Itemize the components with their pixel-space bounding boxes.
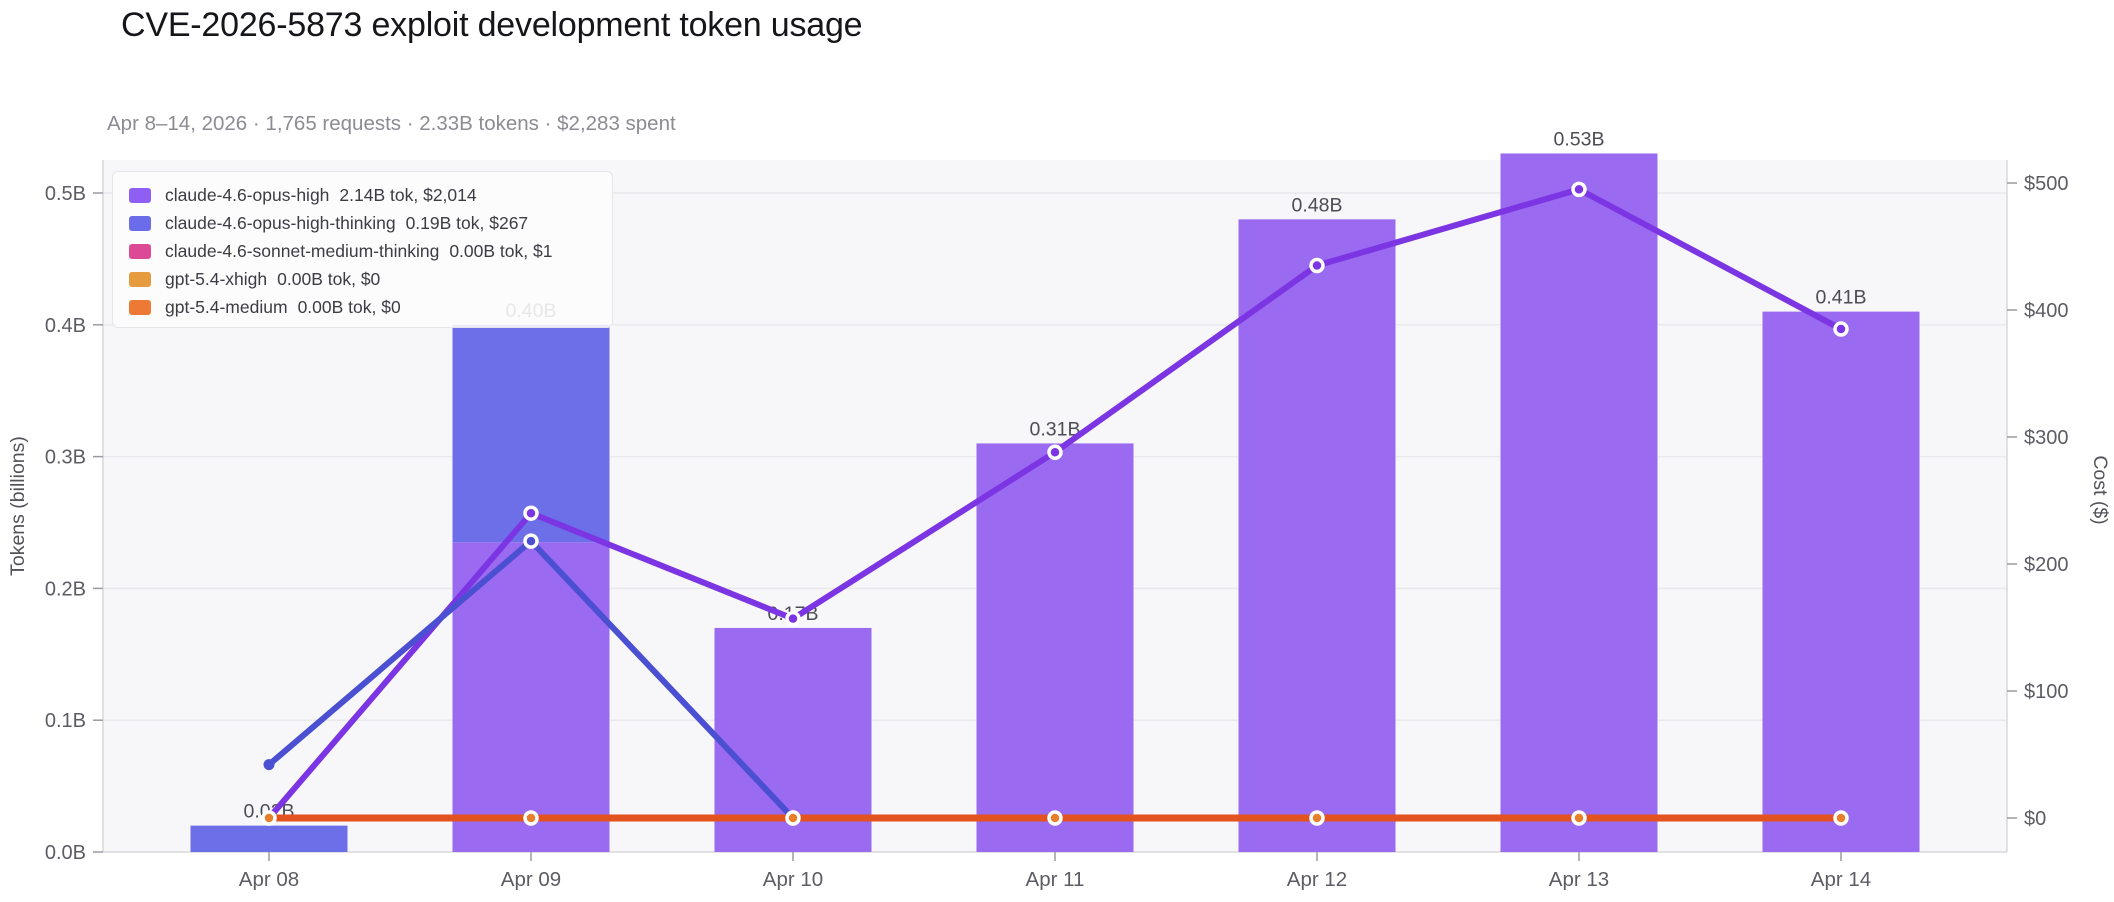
legend-item-name: claude-4.6-opus-high-thinking [165,212,396,233]
point-gpt-5.4 / sonnet daily cost (~$0)-Apr 13[interactable] [1571,810,1587,826]
x-tick-label: Apr 11 [1026,868,1085,891]
point-gpt-5.4 / sonnet daily cost (~$0)-Apr 11[interactable] [1047,810,1063,826]
bar-total-label: 0.31B [1030,418,1081,440]
x-tick-label: Apr 13 [1549,868,1609,891]
point-claude-4.6-opus-high daily cost-Apr 12[interactable] [1309,257,1325,274]
x-tick-label: Apr 12 [1287,868,1347,891]
bar-claude-4.6-opus-high-Apr 12[interactable] [1238,219,1396,853]
legend-item-name: claude-4.6-sonnet-medium-thinking [165,240,440,261]
legend-item-claude-4.6-opus-high-thinking[interactable]: claude-4.6-opus-high-thinking 0.19B tok, … [129,209,612,237]
legend-item-gpt-5.4-medium[interactable]: gpt-5.4-medium 0.00B tok, $0 [129,293,612,321]
legend-item-claude-4.6-sonnet-medium-thinking[interactable]: claude-4.6-sonnet-medium-thinking 0.00B t… [129,237,612,265]
legend-item-name: gpt-5.4-xhigh [165,268,268,289]
point-claude-4.6-opus-high daily cost-Apr 11[interactable] [1047,444,1063,460]
bar-total-label: 0.53B [1554,128,1605,150]
right-tick-label: $400 [2024,300,2069,322]
point-gpt-5.4 / sonnet daily cost (~$0)-Apr 09[interactable] [523,810,539,826]
legend-item-stats: 0.00B tok, $1 [449,240,553,261]
bar-claude-4.6-opus-high-thinking-Apr 08[interactable] [190,825,348,852]
legend-item-claude-4.6-opus-high[interactable]: claude-4.6-opus-high 2.14B tok, $2,014 [129,181,612,209]
right-tick-label: $500 [2024,173,2069,195]
x-tick-label: Apr 08 [239,868,299,891]
x-tick-label: Apr 09 [501,868,561,891]
chart-legend: claude-4.6-opus-high 2.14B tok, $2,014 cla… [112,171,613,328]
left-tick-label: 0.5B [45,183,86,205]
legend-swatch-icon [129,243,151,259]
left-axis-title: Tokens (billions) [7,436,29,576]
left-tick-label: 0.2B [45,578,86,600]
right-tick-label: $300 [2024,427,2069,449]
right-tick-label: $200 [2024,554,2069,576]
point-gpt-5.4 / sonnet daily cost (~$0)-Apr 08[interactable] [261,810,277,826]
legend-item-name: claude-4.6-opus-high [165,184,330,205]
x-tick-label: Apr 14 [1811,868,1871,891]
left-tick-label: 0.1B [45,710,86,732]
legend-item-gpt-5.4-xhigh[interactable]: gpt-5.4-xhigh 0.00B tok, $0 [129,265,612,293]
point-claude-4.6-opus-high-thinking daily cost-Apr 08[interactable] [263,759,275,771]
page-subtitle: Apr 8–14, 2026 · 1,765 requests · 2.33B … [107,112,676,135]
left-tick-label: 0.3B [45,447,86,469]
legend-swatch-icon [129,271,151,287]
bar-total-label: 0.41B [1816,287,1867,309]
right-tick-label: $0 [2024,808,2046,830]
bar-claude-4.6-opus-high-Apr 11[interactable] [976,443,1134,852]
bar-claude-4.6-opus-high-Apr 14[interactable] [1762,311,1920,852]
bar-total-label: 0.48B [1292,194,1343,216]
point-gpt-5.4 / sonnet daily cost (~$0)-Apr 14[interactable] [1833,810,1849,826]
legend-item-stats: 0.00B tok, $0 [277,268,381,289]
point-gpt-5.4 / sonnet daily cost (~$0)-Apr 10[interactable] [785,810,801,826]
left-tick-label: 0.0B [45,842,86,864]
x-tick-label: Apr 10 [763,868,823,891]
legend-item-stats: 2.14B tok, $2,014 [339,184,477,205]
legend-swatch-icon [129,187,151,203]
legend-item-name: gpt-5.4-medium [165,296,288,317]
point-claude-4.6-opus-high daily cost-Apr 14[interactable] [1833,321,1849,337]
point-claude-4.6-opus-high daily cost-Apr 10[interactable] [785,610,801,627]
right-axis-title: Cost ($) [2089,455,2111,524]
page-title: CVE-2026-5873 exploit development token … [121,6,863,44]
legend-item-stats: 0.19B tok, $267 [405,212,529,233]
point-gpt-5.4 / sonnet daily cost (~$0)-Apr 12[interactable] [1309,810,1325,826]
point-claude-4.6-opus-high daily cost-Apr 13[interactable] [1571,181,1587,198]
legend-swatch-icon [129,299,151,315]
legend-item-stats: 0.00B tok, $0 [297,296,401,317]
right-tick-label: $100 [2024,681,2069,703]
point-claude-4.6-opus-high daily cost-Apr 09[interactable] [523,505,539,521]
left-tick-label: 0.4B [45,315,86,337]
point-claude-4.6-opus-high-thinking daily cost-Apr 09[interactable] [523,533,539,549]
legend-swatch-icon [129,215,151,231]
bar-claude-4.6-opus-high-Apr 13[interactable] [1500,153,1658,852]
